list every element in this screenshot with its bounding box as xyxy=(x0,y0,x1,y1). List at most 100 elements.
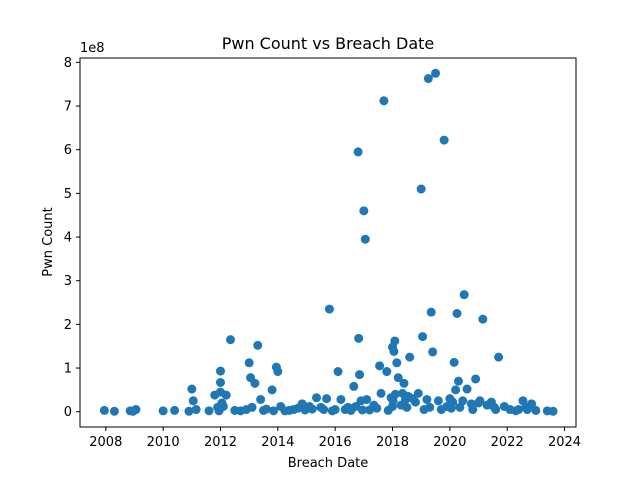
data-point xyxy=(451,385,461,395)
data-point xyxy=(170,405,180,415)
data-point xyxy=(188,396,198,406)
data-point xyxy=(462,384,472,394)
data-point xyxy=(362,394,372,404)
data-point xyxy=(449,357,459,367)
data-point xyxy=(418,332,428,342)
data-point xyxy=(478,314,488,324)
data-point xyxy=(267,385,277,395)
data-point xyxy=(379,96,389,106)
data-point xyxy=(253,340,263,350)
data-point xyxy=(187,384,197,394)
x-tick-label: 2024 xyxy=(548,435,581,450)
x-tick-label: 2010 xyxy=(147,435,180,450)
data-point xyxy=(428,347,438,357)
data-point xyxy=(261,404,271,414)
data-point xyxy=(425,402,435,412)
data-point xyxy=(322,394,332,404)
data-point xyxy=(548,406,558,416)
data-point xyxy=(312,393,322,403)
data-point xyxy=(393,373,403,383)
data-point xyxy=(359,206,369,216)
data-point xyxy=(389,346,399,356)
y-offset-label: 1e8 xyxy=(80,41,105,56)
data-point xyxy=(475,396,485,406)
data-point xyxy=(372,403,382,413)
data-point xyxy=(256,394,266,404)
data-point xyxy=(471,374,481,384)
data-point xyxy=(453,376,463,386)
data-point xyxy=(269,406,279,416)
y-tick-label: 7 xyxy=(64,100,72,115)
data-point xyxy=(244,358,254,368)
data-point xyxy=(514,405,524,415)
data-point xyxy=(349,381,359,391)
data-point xyxy=(215,377,225,387)
chart-title: Pwn Count vs Breach Date xyxy=(222,34,435,53)
data-point xyxy=(226,335,236,345)
data-point xyxy=(109,406,119,416)
data-point xyxy=(355,370,365,380)
y-axis-ticks: 0 1 2 3 4 5 6 7 8 xyxy=(64,56,80,420)
data-point xyxy=(215,366,225,376)
data-point xyxy=(319,405,329,415)
data-point xyxy=(413,388,423,398)
data-point xyxy=(307,404,317,414)
y-tick-label: 8 xyxy=(64,56,72,71)
data-point xyxy=(324,304,334,314)
y-tick-label: 4 xyxy=(64,231,72,246)
data-point xyxy=(531,405,541,415)
y-tick-label: 2 xyxy=(64,318,72,333)
data-point xyxy=(468,405,478,415)
x-tick-label: 2018 xyxy=(376,435,409,450)
y-tick-label: 5 xyxy=(64,187,72,202)
data-point xyxy=(402,402,412,412)
x-axis-ticks: 2008 2010 2012 2014 2016 2018 2020 2022 2024 xyxy=(89,427,581,450)
x-tick-label: 2008 xyxy=(89,435,122,450)
data-point xyxy=(527,399,537,409)
y-axis-label: Pwn Count xyxy=(41,207,56,276)
data-point xyxy=(392,358,402,368)
data-point xyxy=(405,352,415,362)
data-point xyxy=(273,367,283,377)
data-point xyxy=(426,307,436,317)
data-point xyxy=(439,135,449,145)
x-tick-label: 2022 xyxy=(491,435,524,450)
data-point xyxy=(158,406,168,416)
data-point xyxy=(99,405,109,415)
data-point xyxy=(376,388,386,398)
x-tick-label: 2020 xyxy=(433,435,466,450)
y-tick-label: 6 xyxy=(64,143,72,158)
data-point xyxy=(247,402,257,412)
data-point xyxy=(357,405,367,415)
data-point xyxy=(423,74,433,84)
data-point xyxy=(491,405,501,415)
y-tick-label: 1 xyxy=(64,362,72,377)
plot-area-frame xyxy=(79,57,577,428)
data-point xyxy=(458,396,468,406)
data-point xyxy=(131,405,141,415)
data-point xyxy=(221,390,231,400)
data-point xyxy=(448,397,458,407)
data-point xyxy=(390,389,400,399)
data-point xyxy=(354,333,364,343)
data-point xyxy=(459,290,469,300)
y-tick-label: 3 xyxy=(64,274,72,289)
data-point xyxy=(399,378,409,388)
data-point xyxy=(452,308,462,318)
data-point xyxy=(250,378,260,388)
data-point xyxy=(433,396,443,406)
data-point xyxy=(184,406,194,416)
data-point xyxy=(416,184,426,194)
data-point xyxy=(410,397,420,407)
data-point xyxy=(360,234,370,244)
data-point xyxy=(431,68,441,78)
x-tick-label: 2014 xyxy=(261,435,294,450)
data-points xyxy=(99,68,558,416)
data-point xyxy=(353,147,363,157)
data-point xyxy=(191,405,201,415)
data-point xyxy=(382,367,392,377)
x-tick-label: 2012 xyxy=(204,435,237,450)
data-point xyxy=(336,394,346,404)
x-tick-label: 2016 xyxy=(319,435,352,450)
